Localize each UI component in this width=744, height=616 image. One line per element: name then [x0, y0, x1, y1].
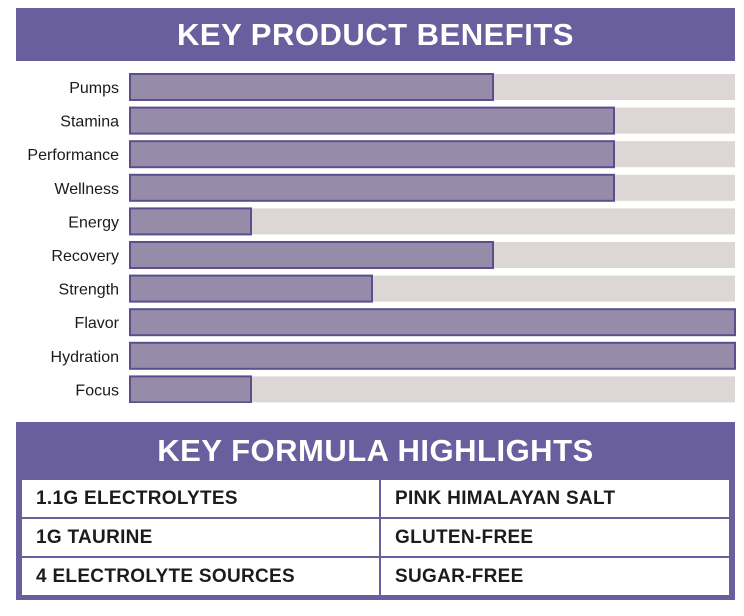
category-label: Strength [59, 282, 119, 299]
highlights-table: 1.1G ELECTROLYTES PINK HIMALAYAN SALT 1G… [20, 478, 731, 597]
bar-flavor [129, 308, 736, 337]
table-row: 1.1G ELECTROLYTES PINK HIMALAYAN SALT [20, 478, 731, 519]
benefits-title: KEY PRODUCT BENEFITS [16, 8, 735, 61]
category-label: Stamina [60, 114, 119, 131]
category-label: Hydration [51, 349, 119, 366]
category-label: Performance [27, 147, 119, 164]
bar-strength [129, 274, 373, 303]
bar-recovery [129, 241, 494, 269]
category-label: Wellness [54, 181, 119, 198]
category-label: Energy [68, 214, 119, 231]
bar-stamina [129, 106, 615, 135]
bar-hydration [129, 341, 736, 370]
category-label: Pumps [69, 80, 119, 97]
highlight-cell: 1.1G ELECTROLYTES [20, 478, 381, 519]
formula-highlights-panel: KEY FORMULA HIGHLIGHTS 1.1G ELECTROLYTES… [16, 422, 735, 600]
bar-wellness [129, 173, 615, 202]
category-label: Flavor [75, 315, 120, 332]
bar-performance [129, 140, 615, 169]
highlight-cell: PINK HIMALAYAN SALT [379, 478, 731, 519]
highlight-cell: SUGAR-FREE [379, 556, 731, 597]
category-label: Focus [75, 382, 119, 399]
bar-pumps [129, 73, 494, 101]
bar-energy [129, 207, 252, 236]
category-label: Recovery [51, 248, 119, 265]
bar-focus [129, 375, 252, 403]
highlights-title: KEY FORMULA HIGHLIGHTS [157, 433, 594, 468]
table-row: 4 ELECTROLYTE SOURCES SUGAR-FREE [20, 556, 731, 597]
highlight-cell: 4 ELECTROLYTE SOURCES [20, 556, 381, 597]
table-row: 1G TAURINE GLUTEN-FREE [20, 517, 731, 558]
benefits-bar-chart: Pumps Stamina Performance Wellness Energy Rec… [27, 73, 736, 403]
highlight-cell: GLUTEN-FREE [379, 517, 731, 558]
highlight-cell: 1G TAURINE [20, 517, 381, 558]
